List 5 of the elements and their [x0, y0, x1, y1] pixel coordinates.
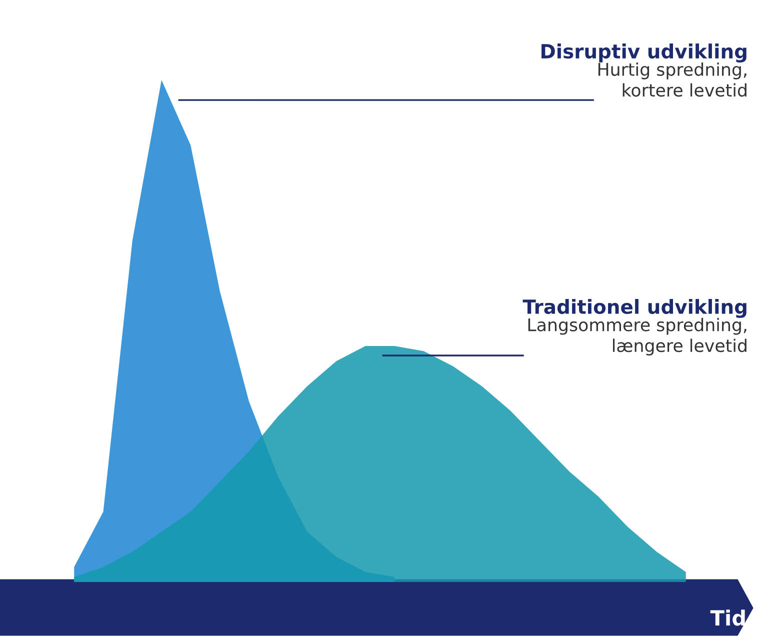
annotation: Langsommere spredning, længere levetid — [528, 318, 746, 356]
annotation: Hurtig spredning, kortere levetid — [598, 62, 746, 97]
x-axis-title: Tid — [710, 610, 745, 626]
annotation: Traditionel udvikling — [522, 298, 746, 318]
text: Disruptiv udvikling — [542, 44, 746, 63]
